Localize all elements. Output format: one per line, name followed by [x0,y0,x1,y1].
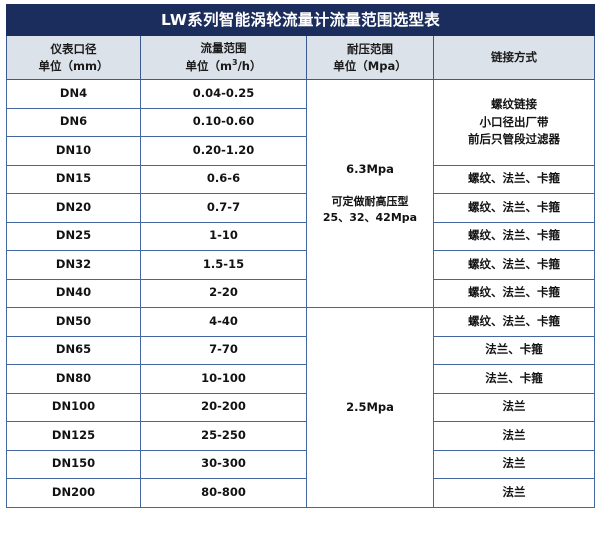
cell-connection: 螺纹、法兰、卡箍 [432,250,596,280]
header-pressure-line1: 耐压范围 [347,41,393,56]
connection-small-line1: 螺纹链接 [491,97,538,112]
cell-diameter: DN4 [6,79,141,109]
table-row: DN15 0.6-6 螺纹、法兰、卡箍 [6,164,596,194]
cell-diameter: DN200 [6,478,141,508]
header-diameter-line2: 单位（mm） [9,58,138,75]
header-flow-unit-post: ） [249,58,262,73]
header-pressure-unit-post: ） [395,58,407,73]
pressure-high-note-line1: 可定做耐高压型 [331,195,409,209]
table-row: DN80 10-100 法兰、卡箍 [6,364,596,394]
cell-flow: 0.04-0.25 [140,79,307,109]
header-pressure-unit-pre: 单位（ [333,58,368,73]
cell-flow: 25-250 [140,421,307,451]
table-row: DN65 7-70 法兰、卡箍 [6,335,596,365]
table-row: DN6 0.10-0.60 [6,107,595,137]
header-pressure-line2: 单位（Mpa） [309,58,431,75]
column-header-connection: 链接方式 [432,35,596,80]
cell-diameter: DN50 [6,307,141,337]
cell-diameter: DN32 [6,250,141,280]
table-row: DN25 1-10 螺纹、法兰、卡箍 [6,221,596,251]
cell-connection: 螺纹、法兰、卡箍 [432,193,596,223]
table-row: DN150 30-300 法兰 [6,449,596,479]
cell-diameter: DN20 [6,193,141,223]
cell-flow: 0.20-1.20 [140,136,307,166]
cell-flow: 80-800 [140,478,307,508]
cell-diameter: DN65 [6,335,141,365]
cell-connection: 法兰、卡箍 [432,364,596,394]
cell-connection: 法兰 [432,421,596,451]
table-row: DN125 25-250 法兰 [6,421,596,451]
header-flow-line2: 单位（m3/h） [143,57,304,75]
column-header-flow-range: 流量范围 单位（m3/h） [140,35,307,80]
cell-connection: 螺纹、法兰、卡箍 [432,307,596,337]
pressure-low-value: 2.5Mpa [346,399,394,414]
table-row: DN4 0.04-0.25 6.3Mpa 可定做耐高压型 25、32、42Mpa… [6,79,596,308]
cell-flow: 10-100 [140,364,307,394]
cell-diameter: DN6 [6,107,141,137]
cell-connection: 法兰 [432,392,596,422]
cell-flow: 0.7-7 [140,193,307,223]
cell-flow: 20-200 [140,392,307,422]
table-row: DN50 4-40 2.5Mpa 螺纹、法兰、卡箍 [6,307,596,508]
cell-diameter: DN10 [6,136,141,166]
page-title: LW系列智能涡轮流量计流量范围选型表 [5,4,596,36]
table-row: DN20 0.7-7 螺纹、法兰、卡箍 [6,193,596,223]
header-pressure-unit: Mpa [367,58,396,73]
cell-diameter: DN150 [6,449,141,479]
cell-flow: 4-40 [140,307,307,337]
cell-connection: 螺纹、法兰、卡箍 [432,278,596,308]
header-diameter-unit-pre: 单位（ [38,58,74,73]
cell-diameter: DN40 [6,278,141,308]
column-header-pressure-range: 耐压范围 单位（Mpa） [306,35,434,80]
header-connection-line1: 链接方式 [491,50,538,65]
header-flow-unit-sup: 3 [232,58,238,68]
cell-flow: 7-70 [140,335,307,365]
table-row: DN40 2-20 螺纹、法兰、卡箍 [6,278,596,308]
pressure-high-value: 6.3Mpa [346,161,394,176]
column-header-diameter: 仪表口径 单位（mm） [6,35,141,80]
cell-connection: 螺纹、法兰、卡箍 [432,164,596,194]
cell-diameter: DN125 [6,421,141,451]
table-row: DN32 1.5-15 螺纹、法兰、卡箍 [6,250,596,280]
cell-diameter: DN15 [6,164,141,194]
table-row: DN100 20-200 法兰 [6,392,596,422]
connection-small-line3: 前后只管段过滤器 [468,131,561,146]
header-flow-unit-pre: 单位（ [185,58,221,73]
cell-flow: 1-10 [140,221,307,251]
cell-connection-small-bore: 螺纹链接 小口径出厂带 前后只管段过滤器 [432,79,596,166]
header-diameter-unit-post: ） [96,58,109,73]
cell-flow: 30-300 [140,449,307,479]
cell-diameter: DN80 [6,364,141,394]
cell-pressure-low: 2.5Mpa [306,307,434,508]
header-diameter-unit: mm [73,58,97,73]
cell-connection: 法兰、卡箍 [432,335,596,365]
connection-small-line2: 小口径出厂带 [479,114,549,129]
spec-table: LW系列智能涡轮流量计流量范围选型表 仪表口径 单位（mm） 流量范围 单位（m… [5,4,596,508]
cell-flow: 0.6-6 [140,164,307,194]
table-title-row: LW系列智能涡轮流量计流量范围选型表 [5,4,596,36]
table-row: DN200 80-800 法兰 [6,478,596,508]
cell-flow: 2-20 [140,278,307,308]
cell-diameter: DN25 [6,221,141,251]
cell-pressure-high: 6.3Mpa 可定做耐高压型 25、32、42Mpa [306,79,434,308]
cell-connection: 螺纹、法兰、卡箍 [432,221,596,251]
cell-connection: 法兰 [432,449,596,479]
header-flow-unit: m [220,58,232,73]
cell-flow: 0.10-0.60 [140,107,307,137]
cell-diameter: DN100 [6,392,141,422]
table-row: DN10 0.20-1.20 [6,136,595,166]
cell-flow: 1.5-15 [140,250,307,280]
table-header-row: 仪表口径 单位（mm） 流量范围 单位（m3/h） 耐压范围 单位（Mpa） 链… [6,35,596,80]
header-flow-line1: 流量范围 [200,41,247,56]
cell-connection: 法兰 [432,478,596,508]
pressure-high-note: 可定做耐高压型 25、32、42Mpa [310,194,430,226]
pressure-high-note-line2: 25、32、42Mpa [322,211,418,225]
header-flow-unit-mid: /h [237,58,250,73]
header-diameter-line1: 仪表口径 [50,41,97,56]
